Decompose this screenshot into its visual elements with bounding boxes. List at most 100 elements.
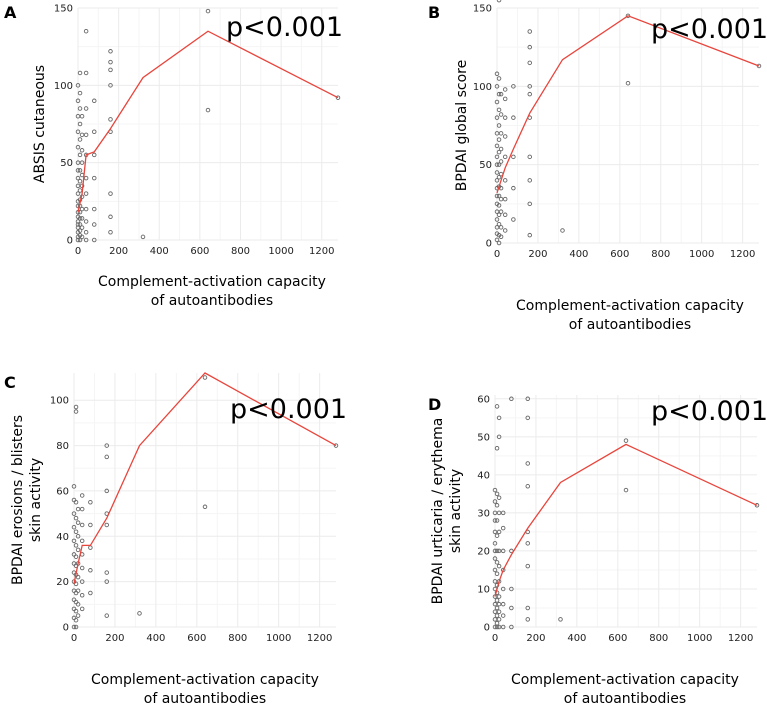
data-point [83,219,89,224]
x-tick-label: 400 [150,246,169,257]
data-point [511,154,516,160]
x-tick-label: 200 [528,249,547,260]
data-point [202,375,208,380]
data-point [492,510,498,516]
x-tick-label: 800 [228,633,247,644]
data-point [83,230,89,235]
data-point [496,601,502,607]
y-tick-label: 10 [477,584,490,595]
data-point [494,154,500,160]
y-tick-label: 60 [56,486,69,497]
data-point [502,178,508,183]
data-point [79,148,85,153]
data-point [496,149,502,155]
data-point [492,529,498,535]
data-point [492,548,498,554]
data-point [75,534,81,539]
panel-label: A [4,3,17,22]
data-point [502,134,508,139]
data-point [525,461,531,466]
data-point [502,228,508,233]
data-point [496,107,502,113]
data-point [492,556,498,561]
x-axis-label-line1: Complement-activation capacity [516,298,744,314]
data-point [494,620,500,626]
data-point [71,511,77,516]
data-point [502,154,508,160]
trend-line [77,30,339,213]
data-point [492,541,498,546]
data-point [494,131,500,136]
x-axis-label-line2: of autoantibodies [564,691,686,707]
data-point [73,409,79,414]
data-point [494,217,500,222]
data-point [494,598,500,603]
x-tick-label: 800 [649,633,668,644]
data-point [75,183,81,189]
data-point [492,617,498,622]
data-point [494,84,500,89]
p-value-annotation: p<0.001 [226,12,343,43]
data-point [91,152,97,158]
data-point [494,170,500,175]
x-tick-label: 200 [526,633,545,644]
data-point [73,515,79,521]
data-point [73,543,79,548]
data-point [104,570,109,575]
data-point [108,59,113,65]
data-point [502,115,508,120]
data-point [75,222,81,227]
data-point [496,434,502,440]
data-point [527,84,533,89]
data-point [494,99,500,105]
chart-panel-a: 0 200 400 600 800 1000 1200 0 50 100 150 A p<0.001 AB… [4,3,343,309]
data-point [83,70,89,76]
p-value-annotation: p<0.001 [651,396,767,427]
data-point [496,495,502,500]
data-point [79,606,85,612]
x-tick-label: 1000 [687,633,712,644]
data-point [754,503,760,508]
data-point [500,525,506,531]
data-point [75,520,81,525]
data-point [83,132,89,138]
y-axis-label: BPDAI urticaria / erythema [430,418,446,605]
data-point [525,563,531,569]
data-point [496,594,502,599]
data-point [494,613,500,618]
data-point [496,203,502,208]
x-tick-label: 600 [187,633,206,644]
data-point [492,579,498,584]
data-point [75,547,81,553]
data-point [525,396,531,402]
trend-line [494,443,758,597]
data-point [77,90,83,96]
y-axis-label: BPDAI erosions / blisters [10,415,26,585]
data-point [494,209,500,214]
data-point [79,132,85,138]
data-point [104,443,109,448]
data-point [525,617,531,622]
data-point [75,83,81,88]
data-point [492,487,498,493]
data-point [496,529,502,535]
p-value-annotation: p<0.001 [651,14,767,45]
data-point [494,237,500,243]
data-point [623,487,629,493]
data-point [498,131,504,136]
data-point [500,510,506,516]
data-point [492,609,498,615]
data-point [527,29,533,34]
data-point [79,565,85,571]
data-point [502,196,508,202]
data-point [71,484,77,489]
data-point [71,538,77,544]
y-tick-label: 50 [477,432,490,443]
x-tick-label: 0 [492,633,498,644]
data-point [496,91,502,97]
data-point [525,605,531,611]
data-point [73,500,79,505]
x-tick-label: 200 [105,633,124,644]
data-point [494,571,500,577]
data-point [511,217,516,222]
